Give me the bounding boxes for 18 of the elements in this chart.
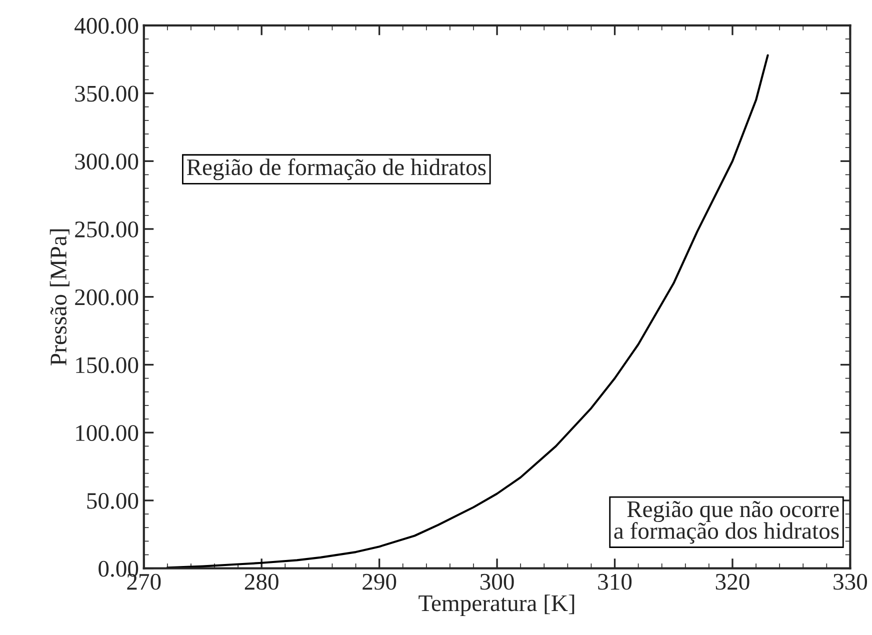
x-axis-title: Temperatura [K] (418, 594, 574, 616)
x-tick-label: 290 (362, 574, 396, 590)
x-tick-label: 330 (834, 574, 868, 590)
annotation: Região de formação de hidratos (186, 158, 486, 180)
y-axis-title: Pressão [MPa] (50, 229, 70, 366)
x-tick-label: 300 (480, 574, 514, 590)
y-tick-label: 50.00 (87, 492, 138, 509)
y-tick-label: 400.00 (74, 18, 138, 34)
x-tick-label: 320 (716, 574, 750, 590)
y-tick-label: 100.00 (76, 425, 138, 442)
y-tick-label: 350.00 (75, 86, 138, 102)
y-tick-label: 250.00 (75, 221, 138, 238)
y-tick-label: 300.00 (75, 154, 138, 170)
y-tick-label: 150.00 (76, 357, 138, 374)
annotation: Região que não ocorre a formação dos hidratos (614, 501, 839, 544)
x-tick-label: 310 (598, 574, 632, 590)
x-tick-label: 280 (244, 574, 278, 590)
y-tick-label: 200.00 (75, 289, 138, 306)
